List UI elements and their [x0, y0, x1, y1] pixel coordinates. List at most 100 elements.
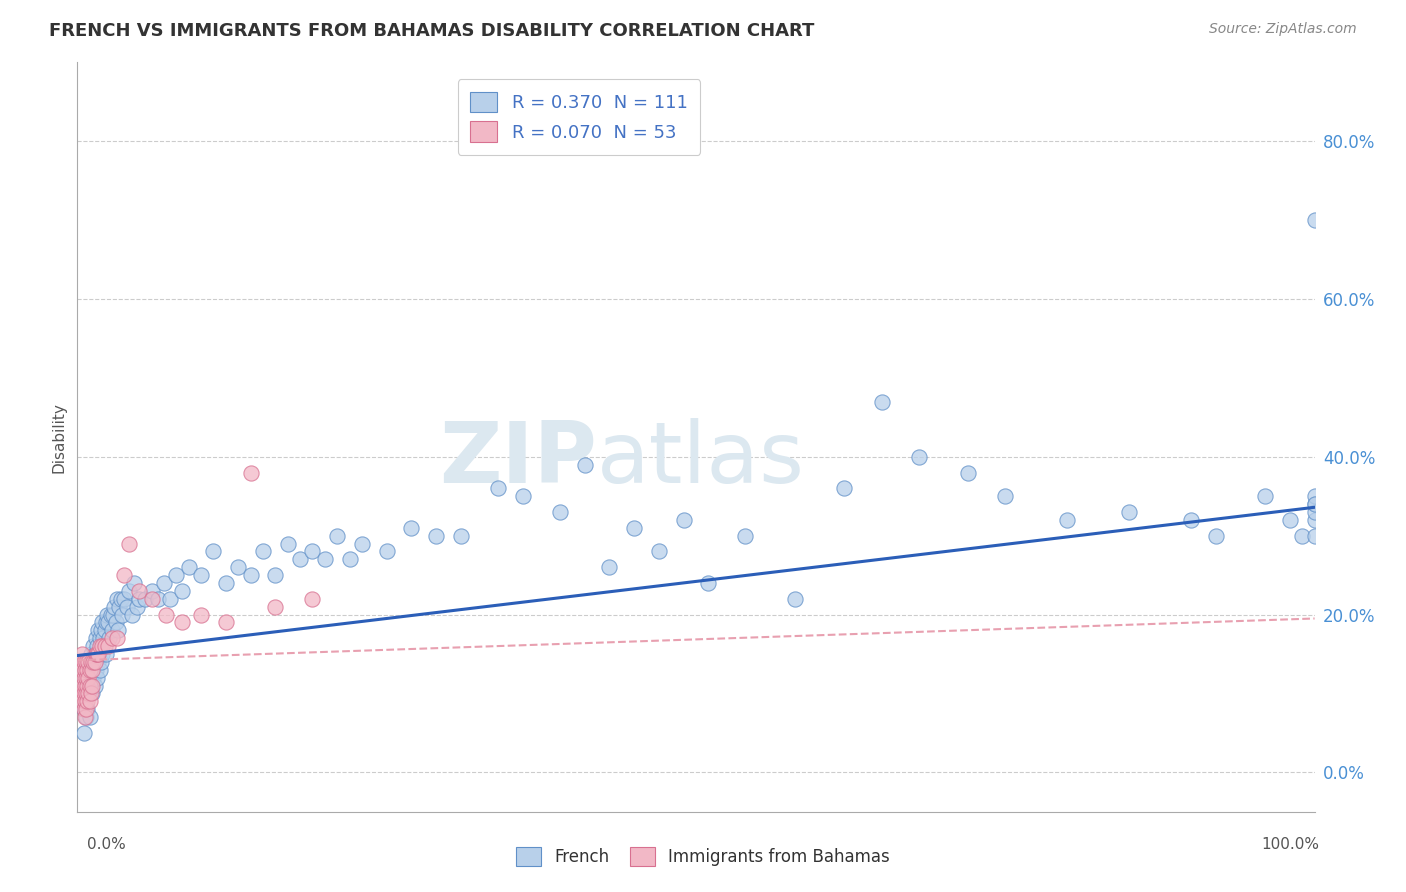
Point — [1303, 513, 1326, 527]
Point — [1180, 513, 1202, 527]
Point — [112, 591, 135, 606]
Point — [134, 591, 156, 606]
Point — [77, 655, 100, 669]
Point — [72, 671, 94, 685]
Point — [77, 655, 100, 669]
Point — [72, 694, 94, 708]
Point — [103, 607, 125, 622]
Point — [118, 536, 141, 550]
Point — [93, 639, 115, 653]
Point — [288, 552, 311, 566]
Point — [1303, 213, 1326, 227]
Point — [87, 624, 110, 638]
Point — [350, 536, 373, 550]
Point — [734, 529, 756, 543]
Y-axis label: Disability: Disability — [51, 401, 66, 473]
Point — [1303, 529, 1326, 543]
Point — [79, 694, 101, 708]
Point — [70, 655, 93, 669]
Point — [783, 591, 806, 606]
Point — [128, 591, 150, 606]
Point — [75, 702, 97, 716]
Point — [93, 624, 115, 638]
Text: ZIP: ZIP — [439, 418, 598, 501]
Point — [76, 702, 98, 716]
Point — [994, 489, 1017, 503]
Legend: R = 0.370  N = 111, R = 0.070  N = 53: R = 0.370 N = 111, R = 0.070 N = 53 — [457, 79, 700, 155]
Point — [239, 466, 262, 480]
Point — [91, 615, 114, 630]
Point — [598, 560, 620, 574]
Point — [100, 607, 122, 622]
Point — [97, 639, 120, 653]
Point — [277, 536, 299, 550]
Point — [301, 544, 323, 558]
Point — [159, 591, 181, 606]
Point — [215, 615, 238, 630]
Point — [84, 631, 107, 645]
Point — [450, 529, 472, 543]
Point — [190, 568, 212, 582]
Point — [75, 671, 97, 685]
Point — [91, 647, 114, 661]
Point — [82, 639, 104, 653]
Text: atlas: atlas — [598, 418, 806, 501]
Point — [72, 702, 94, 716]
Point — [82, 663, 104, 677]
Point — [72, 702, 94, 716]
Point — [1254, 489, 1277, 503]
Point — [79, 679, 101, 693]
Point — [83, 647, 105, 661]
Point — [301, 591, 323, 606]
Point — [72, 686, 94, 700]
Point — [155, 607, 177, 622]
Point — [907, 450, 929, 464]
Point — [870, 394, 893, 409]
Point — [80, 686, 103, 700]
Point — [73, 679, 96, 693]
Point — [202, 544, 225, 558]
Point — [1303, 497, 1326, 511]
Point — [115, 599, 138, 614]
Point — [89, 663, 111, 677]
Point — [172, 583, 194, 598]
Point — [77, 686, 100, 700]
Point — [83, 655, 105, 669]
Point — [486, 481, 509, 495]
Point — [110, 591, 132, 606]
Point — [401, 521, 423, 535]
Point — [326, 529, 349, 543]
Point — [80, 679, 103, 693]
Point — [72, 726, 94, 740]
Point — [153, 576, 176, 591]
Point — [82, 655, 104, 669]
Point — [72, 647, 94, 661]
Point — [87, 647, 110, 661]
Point — [79, 710, 101, 724]
Point — [103, 599, 125, 614]
Point — [1205, 529, 1227, 543]
Point — [177, 560, 200, 574]
Point — [70, 686, 93, 700]
Point — [73, 663, 96, 677]
Point — [314, 552, 336, 566]
Point — [226, 560, 249, 574]
Point — [94, 647, 117, 661]
Point — [79, 686, 101, 700]
Point — [125, 599, 148, 614]
Point — [83, 679, 105, 693]
Point — [84, 663, 107, 677]
Point — [1118, 505, 1140, 519]
Point — [80, 655, 103, 669]
Point — [339, 552, 361, 566]
Point — [73, 710, 96, 724]
Point — [75, 686, 97, 700]
Point — [1303, 505, 1326, 519]
Point — [141, 583, 163, 598]
Point — [215, 576, 238, 591]
Point — [86, 671, 108, 685]
Point — [84, 647, 107, 661]
Point — [111, 607, 134, 622]
Point — [72, 655, 94, 669]
Point — [101, 624, 124, 638]
